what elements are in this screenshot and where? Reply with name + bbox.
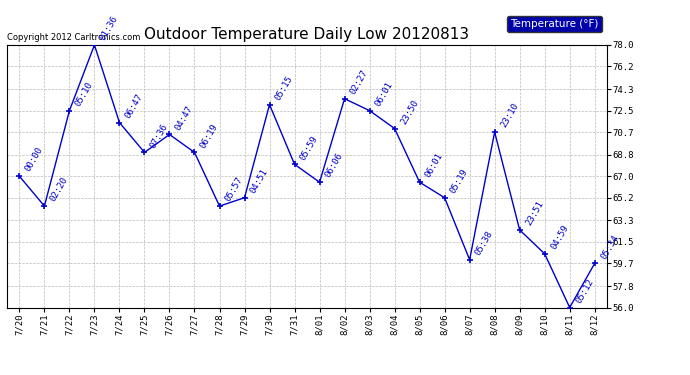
- Text: 05:15: 05:15: [274, 74, 295, 102]
- Text: 05:38: 05:38: [474, 229, 495, 257]
- Text: 05:10: 05:10: [74, 80, 95, 108]
- Text: Copyright 2012 Carltronics.com: Copyright 2012 Carltronics.com: [7, 33, 140, 42]
- Text: 05:57: 05:57: [224, 176, 245, 203]
- Title: Outdoor Temperature Daily Low 20120813: Outdoor Temperature Daily Low 20120813: [144, 27, 470, 42]
- Text: 04:59: 04:59: [549, 223, 570, 251]
- Text: 05:19: 05:19: [448, 167, 470, 195]
- Legend: Temperature (°F): Temperature (°F): [507, 16, 602, 32]
- Text: 06:19: 06:19: [199, 122, 220, 150]
- Text: 02:27: 02:27: [348, 68, 370, 96]
- Text: 23:10: 23:10: [499, 102, 520, 129]
- Text: 23:50: 23:50: [399, 98, 420, 126]
- Text: 07:36: 07:36: [148, 122, 170, 150]
- Text: 00:00: 00:00: [23, 146, 45, 174]
- Text: 06:06: 06:06: [324, 152, 345, 180]
- Text: 04:47: 04:47: [174, 104, 195, 132]
- Text: 05:59: 05:59: [299, 134, 320, 162]
- Text: 06:47: 06:47: [124, 92, 145, 120]
- Text: 23:51: 23:51: [524, 200, 545, 227]
- Text: 02:20: 02:20: [48, 176, 70, 203]
- Text: 04:51: 04:51: [248, 167, 270, 195]
- Text: 05:34: 05:34: [599, 233, 620, 261]
- Text: 06:01: 06:01: [374, 80, 395, 108]
- Text: 05:12: 05:12: [574, 277, 595, 305]
- Text: 06:01: 06:01: [424, 152, 445, 180]
- Text: 01:36: 01:36: [99, 15, 120, 42]
